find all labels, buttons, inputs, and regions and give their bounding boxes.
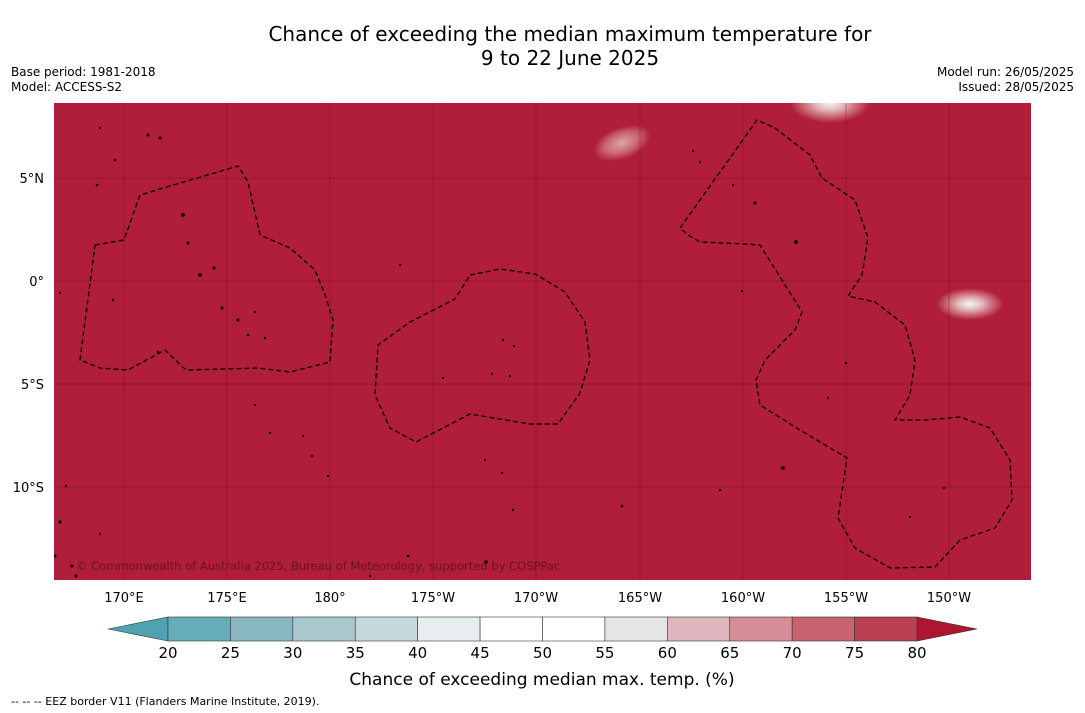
model-name: Model: ACCESS-S2 (11, 80, 123, 94)
issued-date: Issued: 28/05/2025 (958, 80, 1074, 94)
lon-label-170e: 170°E (104, 591, 144, 606)
colorbar-cell (292, 616, 356, 642)
longitude-labels: 170°E 175°E 180° 175°W 170°W 165°W 160°W… (104, 591, 971, 606)
colorbar-tick-label: 65 (720, 644, 739, 662)
colorbar-tick-label: 20 (158, 644, 177, 662)
colorbar-title: Chance of exceeding median max. temp. (%… (349, 670, 734, 690)
anomaly-blob-north (790, 103, 870, 123)
lon-label-175w: 175°W (411, 591, 455, 606)
colorbar-cell (417, 616, 481, 642)
meta-right: Model run: 26/05/2025 Issued: 28/05/2025 (937, 65, 1074, 95)
colorbar-cell (542, 616, 606, 642)
colorbar-tick-label: 50 (533, 644, 552, 662)
colorbar-tick-label: 45 (471, 644, 490, 662)
lat-label-0: 0° (29, 275, 44, 290)
colorbar-tick-label: 60 (658, 644, 677, 662)
map-area (54, 103, 1031, 580)
lon-label-170w: 170°W (514, 591, 558, 606)
colorbar-cell (354, 616, 418, 642)
anomaly-blob-upper (593, 124, 651, 162)
base-period: Base period: 1981-2018 (11, 65, 156, 79)
lon-label-150w: 150°W (927, 591, 971, 606)
title-line-2: 9 to 22 June 2025 (480, 46, 660, 70)
lon-label-160w: 160°W (721, 591, 765, 606)
lon-label-180: 180° (314, 591, 345, 606)
islands (54, 126, 946, 578)
lon-label-165w: 165°W (618, 591, 662, 606)
colorbar-cell (791, 616, 855, 642)
colorbar: 20 25 30 35 40 45 50 55 60 65 70 75 80 Chance of exc… (107, 616, 978, 690)
colorbar-tick-label: 30 (283, 644, 302, 662)
colorbar-cell (479, 616, 543, 642)
eez-borders (79, 119, 1013, 569)
map-title: Chance of exceeding the median maximum t… (0, 22, 1085, 70)
colorbar-tick-label: 40 (408, 644, 427, 662)
eez-footnote: -- -- -- EEZ border V11 (Flanders Marine… (11, 695, 320, 708)
eez-border-tuvalu-kiribati-west (79, 165, 334, 373)
colorbar-cell (854, 616, 918, 642)
lat-label-5n: 5°N (20, 172, 45, 187)
copyright-notice: © Commonwealth of Australia 2025, Bureau… (76, 559, 560, 573)
colorbar-cell (167, 616, 231, 642)
colorbar-tick-label: 80 (907, 644, 926, 662)
colorbar-over-arrow (916, 616, 978, 642)
colorbar-under-arrow (107, 616, 169, 642)
graticule (54, 103, 1031, 580)
anomaly-blob-east (936, 288, 1004, 320)
colorbar-tick-label: 25 (221, 644, 240, 662)
lat-label-10s: 10°S (13, 481, 44, 496)
eez-border-line-islands (679, 119, 1013, 569)
map-layers: © Commonwealth of Australia 2025, Bureau… (54, 103, 1031, 580)
colorbar-cell (667, 616, 731, 642)
eez-border-phoenix (374, 268, 591, 443)
colorbar-cell (230, 616, 294, 642)
colorbar-tick-label: 55 (595, 644, 614, 662)
colorbar-tick-label: 75 (845, 644, 864, 662)
colorbar-cells (167, 616, 918, 642)
colorbar-tick-label: 70 (783, 644, 802, 662)
lat-label-5s: 5°S (21, 378, 44, 393)
lon-label-175e: 175°E (207, 591, 247, 606)
colorbar-cell (604, 616, 668, 642)
model-run: Model run: 26/05/2025 (936, 65, 1074, 79)
latitude-labels: 5°N 0° 5°S 10°S (13, 172, 44, 496)
colorbar-cell (729, 616, 793, 642)
colorbar-tick-label: 35 (346, 644, 365, 662)
colorbar-tick-labels: 20 25 30 35 40 45 50 55 60 65 70 75 80 (158, 644, 926, 662)
lon-label-155w: 155°W (824, 591, 868, 606)
meta-left: Base period: 1981-2018 Model: ACCESS-S2 (11, 65, 156, 95)
title-line-1: Chance of exceeding the median maximum t… (268, 22, 872, 46)
